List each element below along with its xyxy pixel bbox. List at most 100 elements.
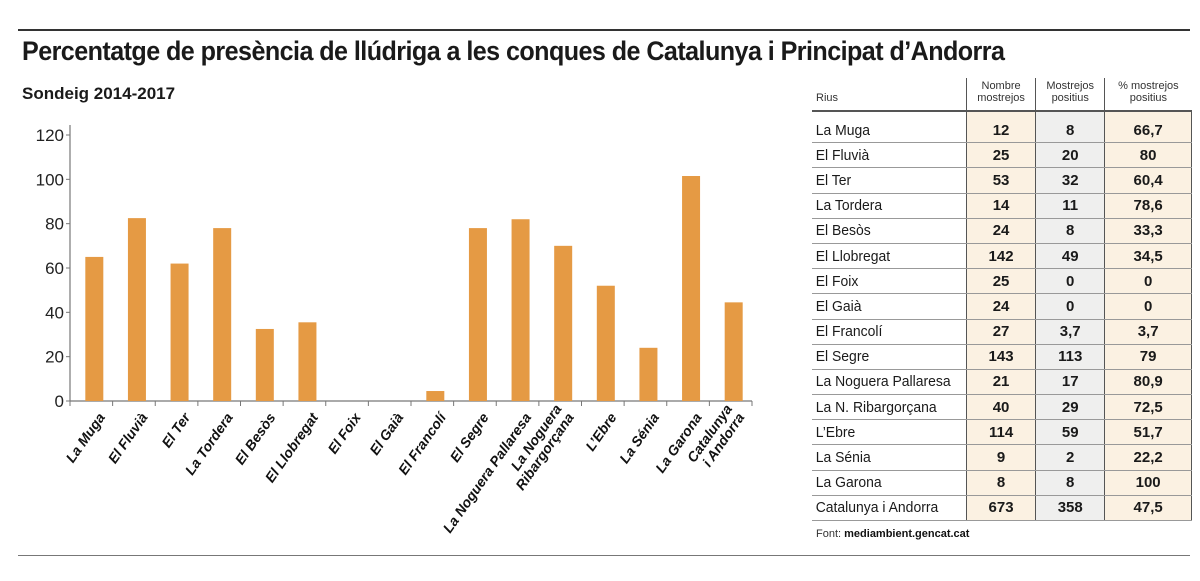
value-cell: 113 bbox=[1035, 344, 1105, 370]
x-tick-label-line: La Sénia bbox=[616, 410, 662, 467]
y-tick-label: 100 bbox=[36, 170, 64, 189]
bar bbox=[554, 245, 573, 401]
bar bbox=[724, 302, 743, 401]
value-cell: 72,5 bbox=[1104, 394, 1192, 421]
value-cell: 8 bbox=[1035, 470, 1105, 496]
value-cell: 51,7 bbox=[1104, 419, 1192, 446]
value-cell: 27 bbox=[965, 319, 1036, 345]
table-row: El Segre 143 113 79 bbox=[812, 344, 1192, 370]
table-row: El Francolí 27 3,7 3,7 bbox=[812, 319, 1192, 345]
table-row: El Fluvià 25 20 80 bbox=[812, 142, 1192, 169]
river-name-cell: La Noguera Pallaresa bbox=[812, 369, 956, 396]
x-tick-label-line: El Segre bbox=[446, 410, 491, 465]
value-cell: 29 bbox=[1035, 394, 1105, 421]
value-cell: 12 bbox=[965, 111, 1036, 144]
value-cell: 22,2 bbox=[1104, 444, 1192, 471]
bar bbox=[127, 218, 146, 401]
y-tick-label: 60 bbox=[45, 259, 64, 278]
bar bbox=[298, 322, 317, 401]
value-cell: 24 bbox=[965, 293, 1036, 320]
x-tick-label: El Foix bbox=[324, 409, 364, 457]
source-note: Font: mediambient.gencat.cat bbox=[816, 528, 969, 540]
x-tick-label-line: El Fluvià bbox=[105, 410, 151, 467]
value-cell: 80,9 bbox=[1104, 369, 1192, 396]
value-cell: 0 bbox=[1104, 293, 1192, 320]
bar bbox=[682, 176, 701, 401]
table-row: El Ter 53 32 60,4 bbox=[812, 167, 1192, 194]
table-row: El Foix 25 0 0 bbox=[812, 268, 1192, 295]
value-cell: 80 bbox=[1104, 142, 1192, 169]
value-cell: 673 bbox=[965, 495, 1036, 522]
river-name-cell: La Sénia bbox=[812, 444, 956, 471]
value-cell: 358 bbox=[1035, 495, 1105, 522]
value-cell: 25 bbox=[965, 268, 1036, 295]
table-row: El Llobregat 142 49 34,5 bbox=[812, 243, 1192, 270]
value-cell: 17 bbox=[1035, 369, 1105, 396]
river-name-cell: El Francolí bbox=[812, 319, 956, 345]
y-tick-label: 20 bbox=[45, 348, 64, 367]
table-row: La Muga 12 8 66,7 bbox=[812, 111, 1192, 144]
value-cell: 32 bbox=[1035, 167, 1105, 194]
bottom-rule bbox=[18, 555, 1190, 556]
source-value: mediambient.gencat.cat bbox=[844, 528, 970, 540]
x-tick-label: El Ter bbox=[158, 409, 194, 451]
river-name-cell: La Garona bbox=[812, 470, 956, 496]
column-header: Nombre mostrejos bbox=[965, 78, 1036, 112]
value-cell: 2 bbox=[1035, 444, 1105, 471]
table-row: La Garona 8 8 100 bbox=[812, 470, 1192, 496]
river-name-cell: La N. Ribargorçana bbox=[812, 394, 956, 421]
value-cell: 0 bbox=[1035, 268, 1105, 295]
value-cell: 8 bbox=[1035, 218, 1105, 244]
value-cell: 60,4 bbox=[1104, 167, 1192, 194]
x-tick-label: El Gaià bbox=[366, 410, 406, 458]
bar bbox=[596, 285, 615, 401]
table-row: La N. Ribargorçana 40 29 72,5 bbox=[812, 394, 1192, 421]
x-tick-label-line: El Ter bbox=[158, 409, 194, 451]
value-cell: 59 bbox=[1035, 419, 1105, 446]
bar bbox=[85, 256, 104, 401]
value-cell: 25 bbox=[965, 142, 1036, 169]
table-row: La Sénia 9 2 22,2 bbox=[812, 444, 1192, 471]
top-rule bbox=[18, 29, 1190, 31]
bar bbox=[426, 391, 445, 401]
value-cell: 33,3 bbox=[1104, 218, 1192, 244]
table-row: L’Ebre 114 59 51,7 bbox=[812, 419, 1192, 446]
table-row: Catalunya i Andorra 673 358 47,5 bbox=[812, 495, 1192, 522]
bar bbox=[511, 219, 530, 401]
value-cell: 34,5 bbox=[1104, 243, 1192, 270]
value-cell: 9 bbox=[965, 444, 1036, 471]
value-cell: 21 bbox=[965, 369, 1036, 396]
value-cell: 24 bbox=[965, 218, 1036, 244]
value-cell: 0 bbox=[1035, 293, 1105, 320]
source-label: Font: bbox=[816, 528, 842, 540]
table-header-row: Rius Nombre mostrejos Mostrejos positius% … bbox=[812, 78, 1192, 112]
river-name-cell: La Tordera bbox=[812, 193, 956, 219]
x-tick-label-line: L’Ebre bbox=[582, 410, 620, 454]
value-cell: 8 bbox=[1035, 111, 1105, 144]
river-name-cell: L’Ebre bbox=[812, 419, 956, 446]
data-table: Rius Nombre mostrejos Mostrejos positius% … bbox=[812, 78, 1192, 522]
river-name-cell: El Ter bbox=[812, 167, 956, 194]
value-cell: 53 bbox=[965, 167, 1036, 194]
value-cell: 40 bbox=[965, 394, 1036, 421]
value-cell: 143 bbox=[965, 344, 1036, 370]
river-name-cell: El Segre bbox=[812, 344, 956, 370]
table-row: El Besòs 24 8 33,3 bbox=[812, 218, 1192, 244]
value-cell: 47,5 bbox=[1104, 495, 1192, 522]
column-header: Mostrejos positius bbox=[1035, 78, 1105, 112]
table-row: La Noguera Pallaresa 21 17 80,9 bbox=[812, 369, 1192, 396]
page-title: Percentatge de presència de llúdriga a l… bbox=[22, 36, 1005, 66]
table-row: La Tordera 14 11 78,6 bbox=[812, 193, 1192, 219]
value-cell: 49 bbox=[1035, 243, 1105, 270]
river-name-cell: El Foix bbox=[812, 268, 956, 295]
river-name-cell: El Llobregat bbox=[812, 243, 956, 270]
x-tick-label-line: El Foix bbox=[324, 409, 364, 457]
page-subtitle: Sondeig 2014-2017 bbox=[22, 84, 176, 103]
x-tick-label: La Muga bbox=[62, 410, 108, 466]
value-cell: 66,7 bbox=[1104, 111, 1192, 144]
value-cell: 20 bbox=[1035, 142, 1105, 169]
value-cell: 100 bbox=[1104, 470, 1192, 496]
river-name-cell: Catalunya i Andorra bbox=[812, 495, 956, 522]
value-cell: 11 bbox=[1035, 193, 1105, 219]
